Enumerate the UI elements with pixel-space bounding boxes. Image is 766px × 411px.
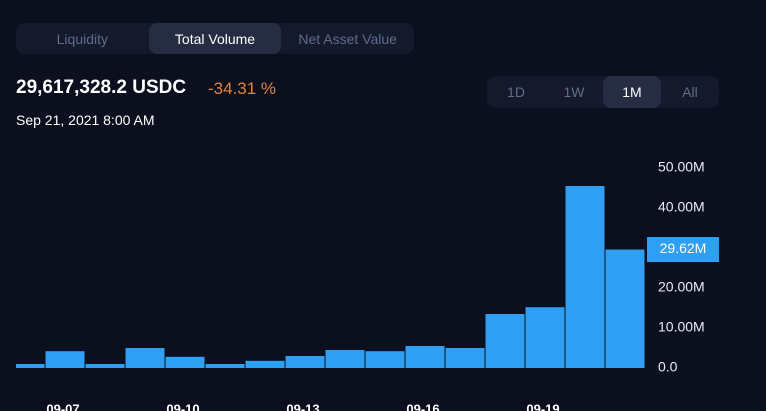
- range-button[interactable]: 1D: [507, 84, 525, 100]
- y-tick-label: 20.00M: [658, 279, 705, 295]
- tab[interactable]: Net Asset Value: [298, 30, 397, 47]
- bar: [445, 348, 485, 368]
- bar: [365, 351, 405, 368]
- amount: 29,617,328.2 USDC: [16, 77, 187, 98]
- bar: [565, 186, 605, 368]
- x-tick-label: 09-10: [166, 401, 199, 411]
- tab-bar: Liquidity Total Volume Net Asset Value: [16, 23, 414, 54]
- range-button[interactable]: 1W: [563, 84, 585, 100]
- price-label: 29.62M: [660, 240, 707, 256]
- bar: [125, 348, 165, 368]
- bar: [165, 356, 205, 368]
- price-label-box: [647, 237, 719, 263]
- bar: [16, 364, 45, 368]
- bar: [405, 346, 445, 368]
- change: -34.31 %: [208, 79, 277, 98]
- x-tick-label: 09-07: [46, 401, 79, 411]
- bar: [325, 350, 365, 368]
- range-button[interactable]: 1M: [603, 76, 661, 108]
- y-tick-label: 50.00M: [658, 159, 705, 175]
- range-button[interactable]: All: [682, 84, 698, 100]
- bar: [205, 364, 245, 368]
- timestamp: Sep 21, 2021 8:00 AM: [16, 112, 155, 128]
- x-tick-label: 09-19: [526, 401, 559, 411]
- y-tick-label: 10.00M: [658, 319, 705, 335]
- bar: [85, 364, 125, 368]
- bar: [245, 360, 285, 368]
- tab[interactable]: Liquidity: [56, 30, 109, 47]
- tab[interactable]: Total Volume: [148, 23, 282, 54]
- bar: [45, 351, 85, 368]
- x-tick-label: 09-16: [406, 401, 439, 411]
- x-tick-label: 09-13: [286, 401, 319, 411]
- y-tick-label: 40.00M: [658, 199, 705, 215]
- bar: [525, 307, 565, 368]
- y-tick-label: 0.0: [658, 359, 678, 375]
- bar: [605, 249, 645, 368]
- range-bar: 1D 1W 1M All: [487, 76, 719, 108]
- bar: [285, 356, 325, 368]
- bar: [485, 314, 525, 368]
